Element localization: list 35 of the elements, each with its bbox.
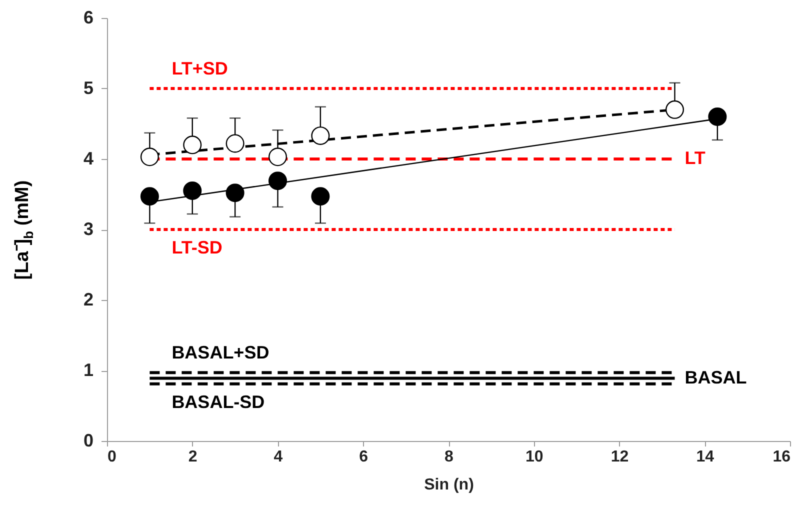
x-tick-label: 16 bbox=[772, 448, 791, 466]
series-label: LT-SD bbox=[172, 238, 222, 258]
series-label: BASAL+SD bbox=[172, 342, 270, 363]
x-axis-title: Sin (n) bbox=[424, 476, 474, 494]
point bbox=[140, 148, 159, 166]
point bbox=[268, 172, 288, 190]
series-label: LT+SD bbox=[172, 58, 228, 78]
series-label: LT bbox=[684, 148, 706, 168]
x-tick-label: 14 bbox=[696, 448, 714, 466]
y-tick-label: 6 bbox=[83, 8, 94, 28]
y-tick-label: 0 bbox=[83, 430, 94, 450]
point bbox=[311, 187, 330, 206]
point bbox=[268, 148, 288, 166]
point bbox=[708, 107, 727, 126]
x-tick-label: 6 bbox=[359, 448, 368, 466]
point bbox=[226, 184, 244, 202]
point bbox=[183, 181, 202, 200]
y-tick-label: 5 bbox=[83, 78, 94, 98]
x-tick-label: 8 bbox=[444, 448, 454, 466]
x-tick-label: 2 bbox=[188, 448, 198, 466]
y-tick-label: 1 bbox=[83, 360, 94, 380]
x-tick-label: 0 bbox=[108, 448, 116, 466]
x-tick-label: 4 bbox=[274, 448, 283, 466]
y-tick-label: 4 bbox=[83, 148, 94, 168]
point bbox=[665, 100, 684, 119]
point bbox=[140, 187, 159, 206]
series-label: BASAL bbox=[684, 367, 747, 388]
y-tick-label: 2 bbox=[83, 290, 94, 310]
point bbox=[311, 126, 330, 145]
x-tick-label: 10 bbox=[525, 448, 544, 466]
point bbox=[226, 134, 244, 153]
point bbox=[183, 136, 202, 154]
x-tick-label: 12 bbox=[610, 448, 629, 466]
series-label: BASAL-SD bbox=[172, 392, 265, 412]
y-tick-label: 3 bbox=[83, 219, 94, 239]
